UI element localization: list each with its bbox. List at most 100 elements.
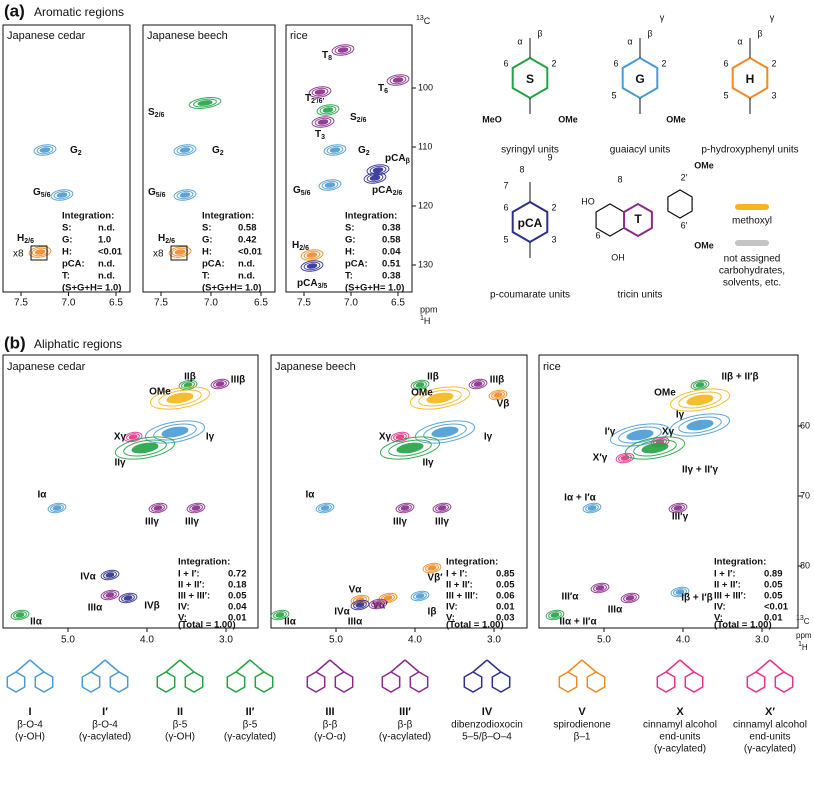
substructure-desc: dibenzodioxocin: [451, 720, 523, 731]
contour: [188, 97, 222, 109]
integration-title: Integration:: [446, 557, 498, 568]
atom-label: 2′: [681, 172, 688, 182]
spectrum-name: rice: [290, 30, 308, 42]
spectrum-frame: [538, 354, 799, 629]
ring: [623, 202, 653, 238]
contour-ring: [368, 598, 388, 610]
substructure-desc: cinnamyl alcohol: [733, 720, 807, 731]
legend-text: not assigned: [724, 254, 781, 265]
integration-total: (Total = 1.00): [178, 620, 236, 631]
contour-ring: [545, 609, 565, 621]
integration-key: I + I′:: [178, 569, 200, 580]
contour: [311, 116, 335, 128]
x-unit: ppm: [420, 304, 438, 314]
contour-ring: [179, 192, 191, 198]
ring: [684, 671, 704, 693]
integration-key: IV:: [178, 602, 190, 613]
integration-value: 0.89: [764, 569, 783, 580]
bond: [755, 659, 771, 673]
contour-ring: [105, 592, 115, 598]
substructure-desc: 5–5/β–O–4: [462, 732, 512, 743]
bond: [665, 659, 681, 673]
contour-ring: [31, 247, 49, 257]
contour-ring: [372, 167, 384, 173]
contour-ring: [673, 505, 683, 511]
contour: [100, 589, 120, 601]
contour-ring: [300, 249, 324, 261]
atom-label: γ: [660, 12, 665, 22]
bond: [249, 659, 265, 673]
integration-title: Integration:: [714, 557, 766, 568]
x-tick-label: 6.5: [254, 298, 268, 309]
integration-value: 0.72: [228, 569, 247, 580]
peak-label: IIγ: [114, 458, 126, 469]
contour: [366, 164, 390, 176]
atom-label: β: [537, 28, 542, 38]
contour-ring: [624, 436, 686, 460]
text-part: S: [350, 112, 357, 123]
substructure-id: X′: [765, 706, 775, 718]
contour-ring: [471, 380, 485, 388]
ring: [746, 671, 766, 693]
bond: [567, 659, 583, 673]
ring: [667, 189, 693, 219]
integration-total: (Total = 1.00): [714, 620, 772, 631]
label: 1H: [420, 315, 430, 326]
contour: [432, 502, 452, 514]
contour: [148, 502, 168, 514]
contour-ring: [371, 600, 385, 608]
integration-value: 0.04: [382, 247, 401, 258]
substructure-desc: (γ-acylated): [654, 744, 706, 755]
atom-label: 5: [503, 234, 508, 244]
atom-label: 6: [595, 230, 600, 240]
contour: [28, 246, 52, 258]
contour-ring: [590, 582, 610, 594]
integration-value: 1.0: [98, 235, 111, 246]
label: S2/6: [148, 107, 165, 120]
contour-ring: [10, 609, 30, 621]
legend-text: solvents, etc.: [723, 278, 781, 289]
text-part: T: [378, 83, 384, 94]
ring: [226, 671, 246, 693]
peak-label: Iβ + I′β: [681, 593, 713, 604]
integration-value: n.d.: [98, 259, 115, 270]
contour: [10, 609, 30, 621]
spectrum-frame: [142, 24, 276, 293]
bond: [581, 659, 597, 673]
unit-name: guaiacyl units: [610, 145, 671, 156]
integration-total: (S+G+H= 1.0): [202, 283, 261, 294]
contour-ring: [618, 426, 662, 444]
substructure-desc: β-5: [173, 720, 188, 731]
contour-ring: [386, 74, 410, 86]
text-part: pCA: [372, 185, 393, 196]
contour-ring: [13, 611, 27, 619]
contour-ring: [176, 190, 194, 200]
contour-ring: [317, 119, 329, 125]
contour-ring: [128, 434, 138, 440]
atom-label: 8: [519, 164, 524, 174]
integration-title: Integration:: [345, 211, 397, 222]
contour: [582, 502, 602, 514]
text-part: G: [212, 145, 220, 156]
contour-ring: [105, 572, 115, 578]
contour-ring: [423, 423, 467, 441]
substructure-id: III: [325, 706, 334, 718]
integration-value: n.d.: [98, 223, 115, 234]
contour: [270, 609, 290, 621]
contour: [149, 386, 211, 410]
contour-ring: [123, 439, 167, 457]
bond: [329, 659, 345, 673]
text-part: C: [804, 617, 810, 626]
contour-ring: [148, 502, 168, 514]
integration-key: G:: [62, 235, 73, 246]
contour-ring: [618, 454, 632, 462]
contour-ring: [15, 612, 25, 618]
contour-ring: [473, 381, 483, 387]
integration-value: 0.51: [382, 259, 401, 270]
contour-ring: [318, 504, 332, 512]
bond: [679, 659, 695, 673]
contour-ring: [306, 252, 318, 258]
contour-ring: [144, 420, 206, 444]
peak-label: Iα: [306, 490, 316, 501]
legend-text: methoxyl: [732, 216, 772, 227]
